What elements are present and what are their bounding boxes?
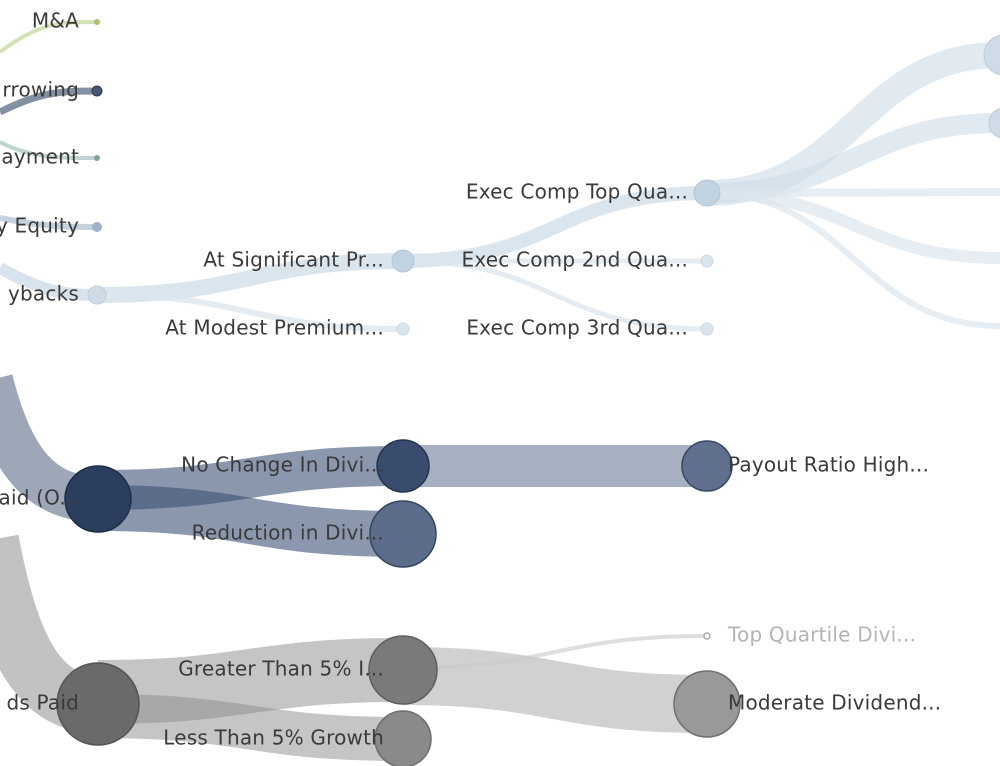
link-exec-top-out-4 bbox=[706, 187, 1000, 264]
link-sig-exec-top bbox=[402, 186, 708, 268]
label-no-change: No Change In Divi... bbox=[181, 453, 384, 477]
link-div-greater bbox=[97, 638, 404, 724]
label-payout-high: Payout Ratio High... bbox=[728, 453, 929, 477]
label-equity: y Equity bbox=[0, 214, 79, 238]
node-at-modest[interactable] bbox=[396, 322, 410, 336]
node-dividends-paid[interactable] bbox=[56, 662, 140, 746]
link-buybacks bbox=[0, 262, 98, 301]
label-ma: M&A bbox=[32, 9, 79, 33]
label-exec-3rd: Exec Comp 3rd Qua... bbox=[466, 316, 688, 340]
node-ma[interactable] bbox=[94, 19, 100, 25]
label-top-quartile: Top Quartile Divi... bbox=[727, 623, 916, 647]
tree-nodes bbox=[56, 19, 1000, 766]
label-at-modest: At Modest Premium... bbox=[165, 316, 384, 340]
node-buybacks[interactable] bbox=[87, 285, 107, 305]
node-right-1[interactable] bbox=[983, 34, 1000, 76]
node-moderate[interactable] bbox=[673, 670, 741, 738]
link-greater-top-quartile bbox=[402, 634, 708, 670]
node-exec-2nd[interactable] bbox=[700, 254, 714, 268]
link-equity bbox=[0, 215, 98, 230]
node-paid-o[interactable] bbox=[64, 465, 132, 533]
link-repayment bbox=[0, 140, 98, 160]
node-right-2[interactable] bbox=[988, 108, 1000, 138]
label-exec-2nd: Exec Comp 2nd Qua... bbox=[462, 248, 688, 272]
link-ma bbox=[0, 20, 98, 54]
link-buybacks-significant bbox=[96, 253, 404, 303]
node-payout-high[interactable] bbox=[681, 440, 733, 492]
node-greater-5[interactable] bbox=[368, 635, 438, 705]
node-repayment[interactable] bbox=[94, 155, 100, 161]
label-dividends-paid: ds Paid bbox=[6, 691, 79, 715]
node-equity[interactable] bbox=[92, 222, 102, 232]
tree-labels: M&A rrowing ayment y Equity ybacks At Si… bbox=[0, 9, 941, 750]
node-at-significant[interactable] bbox=[391, 249, 415, 273]
link-borrowing bbox=[0, 87, 98, 116]
link-greater-moderate bbox=[402, 647, 708, 733]
node-exec-top[interactable] bbox=[693, 179, 721, 207]
node-less-5[interactable] bbox=[374, 710, 432, 766]
label-exec-top: Exec Comp Top Qua... bbox=[466, 180, 688, 204]
label-reduction: Reduction in Divi... bbox=[192, 521, 384, 545]
label-repayment: ayment bbox=[1, 145, 79, 169]
link-sig-exec-3rd bbox=[402, 258, 708, 332]
tree-links bbox=[0, 20, 1000, 761]
label-moderate: Moderate Dividend... bbox=[728, 691, 941, 715]
label-buybacks: ybacks bbox=[8, 282, 79, 306]
link-buybacks-modest bbox=[96, 292, 404, 332]
link-paid-reduction bbox=[97, 485, 404, 557]
label-paid-o: aid (O... bbox=[0, 486, 79, 510]
node-no-change[interactable] bbox=[376, 439, 430, 493]
label-less-5: Less Than 5% Growth bbox=[163, 726, 384, 750]
node-borrowing[interactable] bbox=[91, 85, 103, 97]
link-exec-top-out-5 bbox=[706, 190, 1000, 329]
label-borrowing: rrowing bbox=[2, 78, 79, 102]
label-at-significant: At Significant Pr... bbox=[203, 248, 384, 272]
node-exec-3rd[interactable] bbox=[700, 322, 714, 336]
node-reduction[interactable] bbox=[369, 500, 437, 568]
node-top-quartile[interactable] bbox=[703, 632, 711, 640]
link-div-less bbox=[97, 694, 404, 761]
label-greater-5: Greater Than 5% I... bbox=[178, 657, 384, 681]
